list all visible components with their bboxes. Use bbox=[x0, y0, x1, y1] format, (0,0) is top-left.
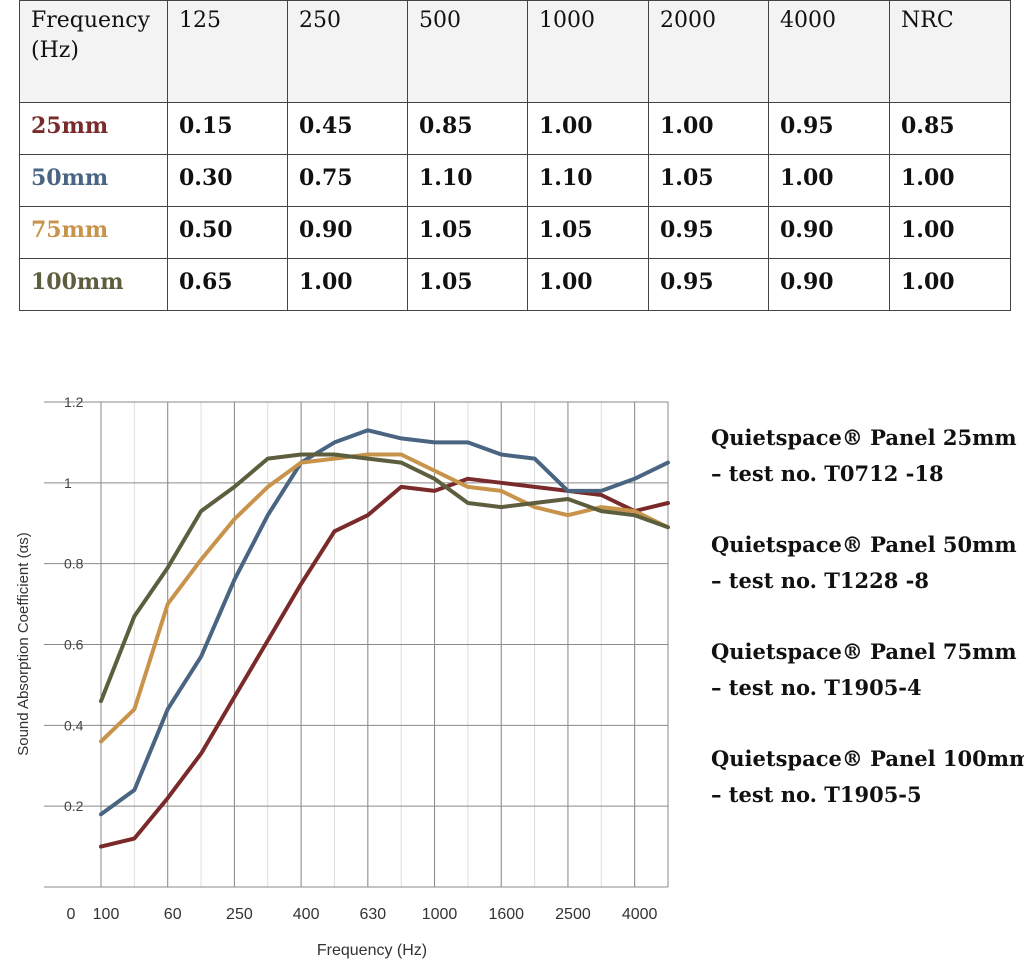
x-tick-label: 60 bbox=[164, 906, 182, 923]
table-cell: 1.00 bbox=[527, 258, 649, 311]
table-row: 100mm 0.65 1.00 1.05 1.00 0.95 0.90 1.00 bbox=[19, 258, 1011, 311]
header-cell: 4000 bbox=[768, 0, 890, 103]
table-cell: 1.05 bbox=[527, 206, 649, 259]
header-frequency: Frequency (Hz) bbox=[19, 0, 168, 103]
x-origin-label: 0 bbox=[67, 906, 76, 923]
table-cell: 0.95 bbox=[768, 102, 890, 155]
y-tick-label: 1.2 bbox=[64, 394, 84, 410]
header-cell: 250 bbox=[287, 0, 408, 103]
y-axis-label: Sound Absorption Coefficient (αs) bbox=[15, 532, 32, 756]
legend-entry: Quietspace® Panel 100mm – test no. T1905-… bbox=[711, 741, 1024, 813]
table-cell: 1.05 bbox=[407, 206, 528, 259]
x-tick-label: 630 bbox=[359, 906, 386, 923]
legend-entry-title: Quietspace® Panel 25mm bbox=[711, 425, 1017, 450]
table-cell: 1.00 bbox=[889, 258, 1011, 311]
table-cell: 1.10 bbox=[527, 154, 649, 207]
x-tick-label: 100 bbox=[93, 906, 120, 923]
table-cell: 0.50 bbox=[167, 206, 288, 259]
table-cell: 1.00 bbox=[889, 154, 1011, 207]
header-cell: 2000 bbox=[648, 0, 769, 103]
absorption-chart: 0.2 0.4 0.6 0.8 1 1.2 0 100 60 250 400 630 1000 1600 2… bbox=[15, 394, 670, 959]
table-row: 75mm 0.50 0.90 1.05 1.05 0.95 0.90 1.00 bbox=[19, 206, 1011, 259]
table-cell: 0.15 bbox=[167, 102, 288, 155]
series-line-4 bbox=[99, 452, 670, 704]
x-tick-label: 250 bbox=[226, 906, 253, 923]
table-cell: 0.85 bbox=[889, 102, 1011, 155]
table-cell: 1.00 bbox=[648, 102, 769, 155]
legend-entry-test: – test no. T1228 -8 bbox=[711, 568, 929, 593]
table-cell: 1.05 bbox=[648, 154, 769, 207]
table-header-row: Frequency (Hz) 125 250 500 1000 2000 4000 NRC bbox=[19, 0, 1011, 103]
legend-entry: Quietspace® Panel 50mm – test no. T1228 -… bbox=[711, 527, 1024, 599]
legend-entry-title: Quietspace® Panel 100mm bbox=[711, 746, 1024, 771]
y-tick-label: 1 bbox=[64, 475, 72, 491]
legend-entry: Quietspace® Panel 25mm – test no. T0712 -… bbox=[711, 420, 1024, 492]
x-tick-label: 4000 bbox=[622, 906, 658, 923]
y-tick-label: 0.6 bbox=[64, 637, 84, 653]
row-label: 50mm bbox=[19, 154, 168, 207]
table-cell: 0.90 bbox=[287, 206, 408, 259]
table-cell: 0.75 bbox=[287, 154, 408, 207]
row-label: 75mm bbox=[19, 206, 168, 259]
table-cell: 1.00 bbox=[527, 102, 649, 155]
x-tick-label: 1000 bbox=[422, 906, 458, 923]
table-cell: 0.90 bbox=[768, 258, 890, 311]
chart-legend: Quietspace® Panel 25mm – test no. T0712 -… bbox=[711, 420, 1024, 848]
y-tick-label: 0.4 bbox=[64, 717, 84, 733]
absorption-table: Frequency (Hz) 125 250 500 1000 2000 4000 NRC 25… bbox=[19, 0, 1011, 311]
x-tick-label: 400 bbox=[293, 906, 320, 923]
header-cell: 500 bbox=[407, 0, 528, 103]
legend-entry-title: Quietspace® Panel 75mm bbox=[711, 639, 1017, 664]
table-cell: 1.10 bbox=[407, 154, 528, 207]
series-line-2 bbox=[99, 428, 670, 817]
table-cell: 1.00 bbox=[889, 206, 1011, 259]
legend-entry-title: Quietspace® Panel 50mm bbox=[711, 532, 1017, 557]
table-row: 50mm 0.30 0.75 1.10 1.10 1.05 1.00 1.00 bbox=[19, 154, 1011, 207]
legend-entry-test: – test no. T1905-4 bbox=[711, 675, 922, 700]
table-cell: 1.05 bbox=[407, 258, 528, 311]
table-cell: 0.95 bbox=[648, 206, 769, 259]
table-row: 25mm 0.15 0.45 0.85 1.00 1.00 0.95 0.85 bbox=[19, 102, 1011, 155]
row-label: 25mm bbox=[19, 102, 168, 155]
row-label: 100mm bbox=[19, 258, 168, 311]
table-cell: 0.85 bbox=[407, 102, 528, 155]
x-tick-label: 1600 bbox=[488, 906, 524, 923]
y-tick-label: 0.2 bbox=[64, 798, 84, 814]
table-cell: 0.30 bbox=[167, 154, 288, 207]
table-cell: 0.45 bbox=[287, 102, 408, 155]
series-line-3 bbox=[99, 452, 670, 744]
legend-entry-test: – test no. T0712 -18 bbox=[711, 461, 944, 486]
table-cell: 1.00 bbox=[768, 154, 890, 207]
x-tick-label: 2500 bbox=[555, 906, 591, 923]
table-cell: 0.65 bbox=[167, 258, 288, 311]
table-cell: 0.90 bbox=[768, 206, 890, 259]
header-cell: 125 bbox=[167, 0, 288, 103]
header-cell: NRC bbox=[889, 0, 1011, 103]
table-cell: 0.95 bbox=[648, 258, 769, 311]
y-tick-label: 0.8 bbox=[64, 556, 84, 572]
header-cell: 1000 bbox=[527, 0, 649, 103]
legend-entry-test: – test no. T1905-5 bbox=[711, 782, 922, 807]
legend-entry: Quietspace® Panel 75mm – test no. T1905-4 bbox=[711, 634, 1024, 706]
table-cell: 1.00 bbox=[287, 258, 408, 311]
x-axis-label: Frequency (Hz) bbox=[317, 942, 427, 959]
